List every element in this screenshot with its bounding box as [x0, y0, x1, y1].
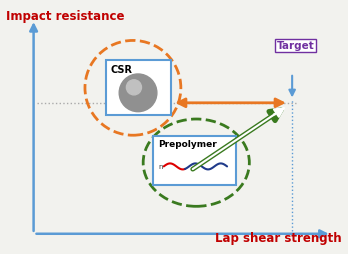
Text: Prepolymer: Prepolymer [159, 139, 218, 148]
Text: Impact resistance: Impact resistance [6, 10, 125, 23]
FancyBboxPatch shape [153, 137, 236, 185]
Text: Target: Target [277, 41, 315, 51]
Text: n: n [159, 164, 163, 170]
Text: CSR: CSR [111, 65, 133, 75]
Ellipse shape [119, 75, 157, 112]
Ellipse shape [126, 81, 142, 96]
Text: Lap shear strength: Lap shear strength [215, 231, 342, 244]
FancyBboxPatch shape [105, 61, 171, 116]
